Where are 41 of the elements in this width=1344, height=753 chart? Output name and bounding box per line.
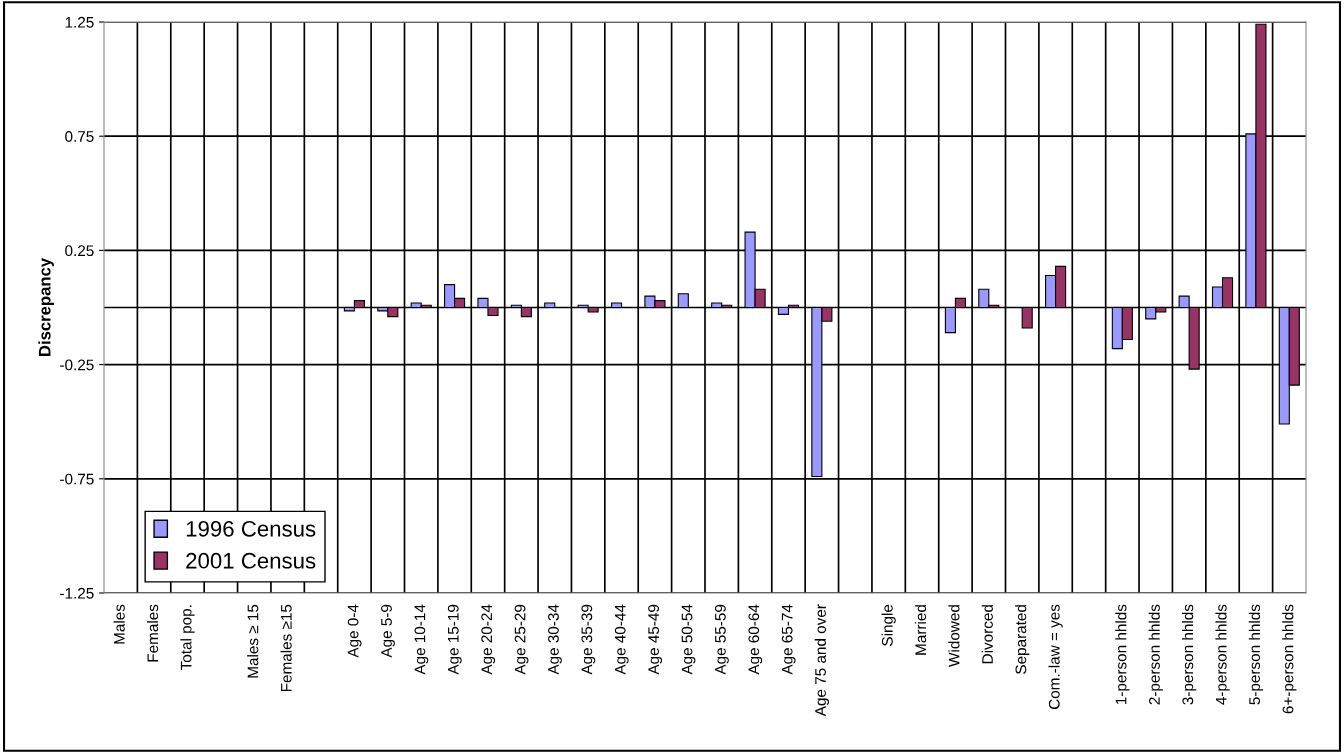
x-tick-label: Separated [1015, 605, 1030, 674]
legend-label: 2001 Census [186, 552, 316, 569]
x-tick-label: Total pop. [180, 605, 195, 671]
x-tick-label: 6+-person hhlds [1282, 604, 1297, 714]
x-tick-label: Males ≥ 15 [247, 604, 259, 678]
y-tick-label: 0.75 [65, 131, 94, 142]
y-tick-label: -1.25 [60, 587, 94, 599]
x-tick-label: Single [881, 604, 896, 646]
x-tick-label: Age 15-19 [447, 604, 462, 675]
x-tick-label: Age 10-14 [414, 604, 429, 675]
x-tick-label: 2-person hhlds [1148, 604, 1163, 705]
x-tick-label: 1-person hhlds [1115, 604, 1130, 704]
y-tick-label: 1.25 [65, 16, 94, 28]
x-tick-label: Age 75 and over [814, 604, 829, 717]
x-tick-label: Divorced [981, 605, 993, 664]
x-tick-label: Age 30-34 [548, 604, 562, 675]
x-tick-label: Age 45-49 [648, 604, 663, 675]
y-axis-title: Discrepancy [38, 258, 54, 356]
y-tick-label: 0.25 [65, 245, 94, 257]
x-tick-label: Widowed [948, 605, 960, 667]
x-tick-label: Age 60-64 [748, 604, 763, 675]
x-tick-label: Age 25-29 [514, 604, 529, 675]
x-tick-label: Age 20-24 [481, 604, 496, 675]
x-tick-label: 5-person hhlds [1248, 604, 1264, 705]
x-tick-label: Females [146, 604, 159, 662]
x-tick-label: Females ≥15 [280, 604, 292, 692]
x-tick-label: Married [914, 605, 927, 655]
y-tick-label: -0.25 [60, 359, 94, 371]
y-tick-label: -0.75 [60, 473, 94, 485]
x-tick-label: Age 0-4 [347, 604, 362, 658]
x-tick-label: Age 55-59 [714, 604, 729, 675]
x-tick-label: Age 50-54 [681, 604, 696, 675]
x-tick-label: Age 5-9 [381, 604, 395, 658]
x-tick-label: Age 40-44 [614, 604, 629, 675]
legend-label: 1996 Census [186, 520, 316, 537]
x-tick-label: Age 65-74 [781, 604, 796, 675]
x-tick-label: Age 35-39 [581, 604, 596, 675]
x-tick-label: 4-person hhlds [1215, 604, 1230, 705]
x-tick-label: Males [113, 604, 125, 644]
x-tick-label: Com.-law = yes [1048, 604, 1063, 710]
x-tick-label: 3-person hhlds [1182, 604, 1197, 705]
